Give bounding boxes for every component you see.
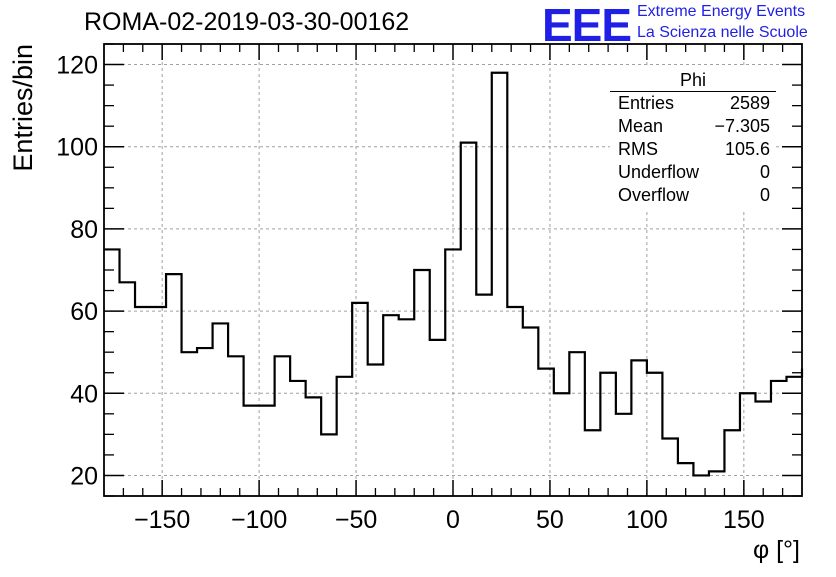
x-tick-label: 50 [536,506,564,534]
x-tick-label: 0 [446,506,460,534]
stats-title: Phi [679,70,706,90]
stats-separator [610,91,776,92]
stats-box: Phi Entries 2589 Mean −7.305 RMS 105.6 U… [610,68,776,209]
histogram-bin [492,73,508,496]
histogram-bin [600,373,616,496]
axis-labels: −150 −100 −50 0 50 100 150 20 40 60 80 100 120 φ [°] E… [8,44,800,564]
histogram-bin [538,369,554,496]
histogram-bin [290,381,306,496]
histogram-bin [740,393,756,496]
eee-logo: EEE [542,0,632,51]
histogram-bin [554,393,570,496]
y-tick-label: 40 [70,380,98,408]
stats-label: RMS [618,139,658,159]
x-tick-label: 100 [626,506,668,534]
y-tick-label: 80 [70,216,98,244]
histogram-bin [383,315,399,496]
grid-lines [104,44,802,496]
histogram-bin [678,463,694,496]
histogram-bin [445,249,461,496]
histogram-bin [135,307,151,496]
stats-label: Mean [618,116,664,136]
stats-row-rms: RMS 105.6 [618,139,770,161]
histogram-bin [693,475,709,496]
histogram-bin [507,307,523,496]
histogram-bin [771,381,787,496]
histogram-bin [104,249,120,496]
histogram-bin [476,295,492,496]
histogram-bin [399,319,415,496]
x-tick-label: −100 [231,506,287,534]
x-tick-label: −50 [335,506,377,534]
y-tick-label: 120 [56,52,98,80]
histogram-bin [166,274,182,496]
stats-row-underflow: Underflow 0 [618,162,770,184]
histogram-bin [228,356,244,496]
plot-frame [103,43,803,497]
stats-value: 0 [759,162,770,182]
histogram-bin [430,340,446,496]
histogram-bin [647,373,663,496]
histogram-bin [275,356,291,496]
histogram-bin [182,352,198,496]
histogram-bin [259,406,275,496]
stats-label: Underflow [618,162,700,182]
stats-row-entries: Entries 2589 [618,93,770,115]
histogram-line [104,71,804,477]
stats-row-mean: Mean −7.305 [618,116,770,138]
y-tick-label: 20 [70,462,98,490]
histogram-bin [306,397,322,496]
stats-value: 0 [759,185,770,205]
histogram-bin [461,143,477,496]
stats-value: 2589 [729,93,770,113]
y-axis-title: Entries/bin [8,44,38,172]
histogram-bin [321,434,337,496]
histogram-bin [352,303,368,496]
x-axis-title: φ [°] [753,536,800,564]
histogram-bin [337,377,353,496]
histogram-bin [414,270,430,496]
histogram-bin [631,360,647,496]
histogram-bin [786,377,802,496]
histogram-bin [120,282,136,496]
stats-label: Entries [618,93,675,113]
x-tick-label: 150 [723,506,765,534]
y-tick-label: 100 [56,134,98,162]
histogram-bin [755,401,771,496]
stats-row-overflow: Overflow 0 [618,185,770,207]
histogram-bin [368,365,384,496]
stats-label: Overflow [618,185,690,205]
histogram-bin [244,406,260,496]
histogram-bin [523,328,539,496]
histogram-bin [662,438,678,496]
x-tick-label: −150 [134,506,190,534]
y-tick-label: 60 [70,298,98,326]
histogram-bin [709,471,725,496]
histogram-bin [724,430,740,496]
histogram-bin [151,307,167,496]
eee-logo-subtitle-2: La Scienza nelle Scuole [637,24,808,41]
histogram-bin [569,352,585,496]
histogram-bin [213,323,229,496]
histogram-bin [585,430,601,496]
eee-logo-subtitle-1: Extreme Energy Events [637,3,806,20]
histogram-bin [197,348,213,496]
stats-value: 105.6 [724,139,770,159]
chart-title: ROMA-02-2019-03-30-00162 [84,8,410,36]
histogram-bin [616,414,632,496]
stats-value: −7.305 [714,116,770,136]
